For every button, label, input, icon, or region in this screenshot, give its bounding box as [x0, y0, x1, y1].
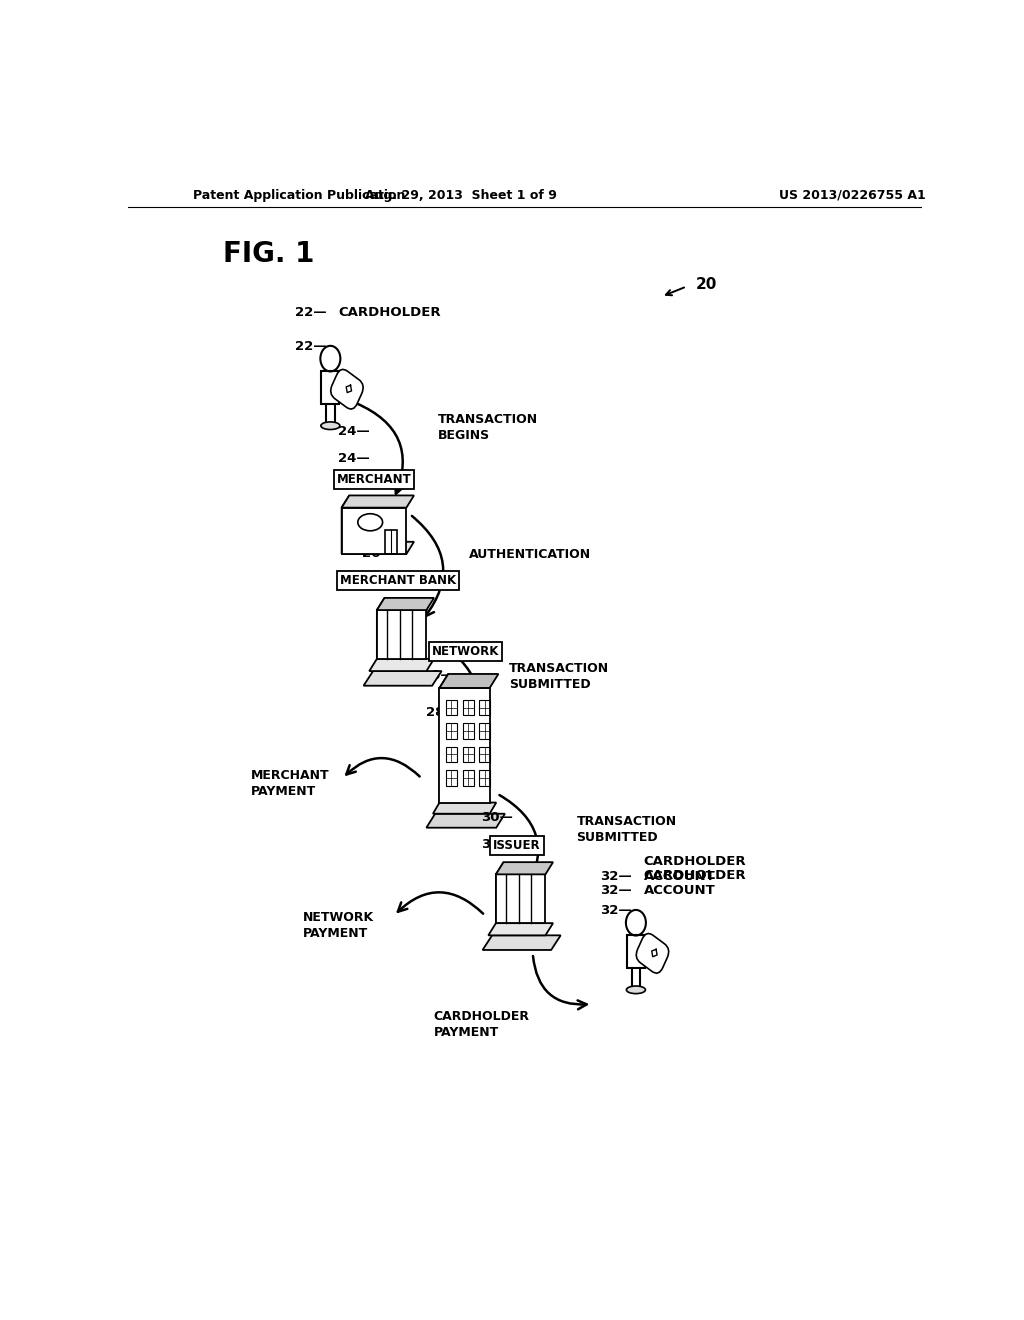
Text: CARDHOLDER: CARDHOLDER [338, 306, 441, 319]
Text: 24—: 24— [338, 425, 370, 438]
Text: MERCHANT BANK: MERCHANT BANK [340, 574, 456, 587]
Polygon shape [377, 598, 434, 610]
Text: AUTHENTICATION: AUTHENTICATION [469, 548, 592, 561]
Text: CARDHOLDER
ACCOUNT: CARDHOLDER ACCOUNT [644, 870, 746, 898]
Text: 28—: 28— [422, 669, 454, 682]
Text: 26—: 26— [362, 574, 394, 586]
Text: 32—: 32— [600, 904, 632, 917]
Bar [463, 723, 473, 739]
Text: 24—: 24— [338, 451, 370, 465]
Polygon shape [377, 610, 426, 659]
Ellipse shape [321, 422, 340, 429]
Bar [479, 700, 490, 715]
Polygon shape [439, 675, 449, 803]
Text: FIG. 1: FIG. 1 [223, 240, 314, 268]
Text: 20: 20 [695, 277, 717, 292]
Polygon shape [482, 936, 561, 950]
Polygon shape [342, 495, 414, 508]
Bar [446, 723, 457, 739]
Polygon shape [433, 803, 497, 813]
FancyBboxPatch shape [331, 370, 364, 409]
Text: 32—: 32— [600, 870, 632, 883]
Text: CARDHOLDER
ACCOUNT: CARDHOLDER ACCOUNT [644, 855, 746, 883]
Text: ISSUER: ISSUER [493, 838, 541, 851]
Bar [479, 723, 490, 739]
Polygon shape [439, 675, 499, 688]
Text: 32—: 32— [600, 884, 632, 898]
Bar [322, 371, 339, 404]
Text: US 2013/0226755 A1: US 2013/0226755 A1 [778, 189, 926, 202]
Bar [479, 770, 490, 785]
Bar [463, 700, 473, 715]
Text: 26—: 26— [362, 546, 394, 560]
Bar [446, 770, 457, 785]
Polygon shape [377, 598, 384, 659]
Polygon shape [342, 541, 414, 554]
Polygon shape [342, 495, 349, 554]
Bar [627, 935, 645, 969]
Polygon shape [426, 813, 505, 828]
Text: MERCHANT: MERCHANT [337, 474, 412, 486]
Polygon shape [488, 923, 553, 936]
Text: 22—: 22— [295, 341, 327, 352]
Text: TRANSACTION
SUBMITTED: TRANSACTION SUBMITTED [509, 663, 609, 692]
Polygon shape [364, 671, 441, 685]
Polygon shape [496, 874, 546, 923]
FancyBboxPatch shape [636, 933, 669, 973]
Text: 22—: 22— [295, 306, 327, 319]
Text: TRANSACTION
BEGINS: TRANSACTION BEGINS [437, 413, 538, 442]
Text: Aug. 29, 2013  Sheet 1 of 9: Aug. 29, 2013 Sheet 1 of 9 [366, 189, 557, 202]
Text: 30—: 30— [481, 838, 513, 851]
Text: Patent Application Publication: Patent Application Publication [194, 189, 406, 202]
Bar [463, 747, 473, 762]
Bar [446, 700, 457, 715]
Bar [446, 747, 457, 762]
Text: MERCHANT
PAYMENT: MERCHANT PAYMENT [251, 770, 330, 799]
Bar [479, 747, 490, 762]
Text: NETWORK: NETWORK [432, 645, 500, 659]
Text: CARDHOLDER
PAYMENT: CARDHOLDER PAYMENT [433, 1010, 529, 1039]
Polygon shape [496, 862, 504, 923]
Text: NETWORK
PAYMENT: NETWORK PAYMENT [303, 911, 374, 940]
Text: 30—: 30— [481, 812, 513, 824]
Ellipse shape [627, 986, 645, 994]
Text: 28—: 28— [426, 706, 458, 719]
Bar [463, 770, 473, 785]
Polygon shape [370, 659, 434, 671]
Text: TRANSACTION
SUBMITTED: TRANSACTION SUBMITTED [577, 814, 677, 843]
Polygon shape [439, 688, 489, 803]
Bar [385, 529, 397, 554]
Polygon shape [342, 508, 407, 554]
Polygon shape [496, 862, 553, 874]
